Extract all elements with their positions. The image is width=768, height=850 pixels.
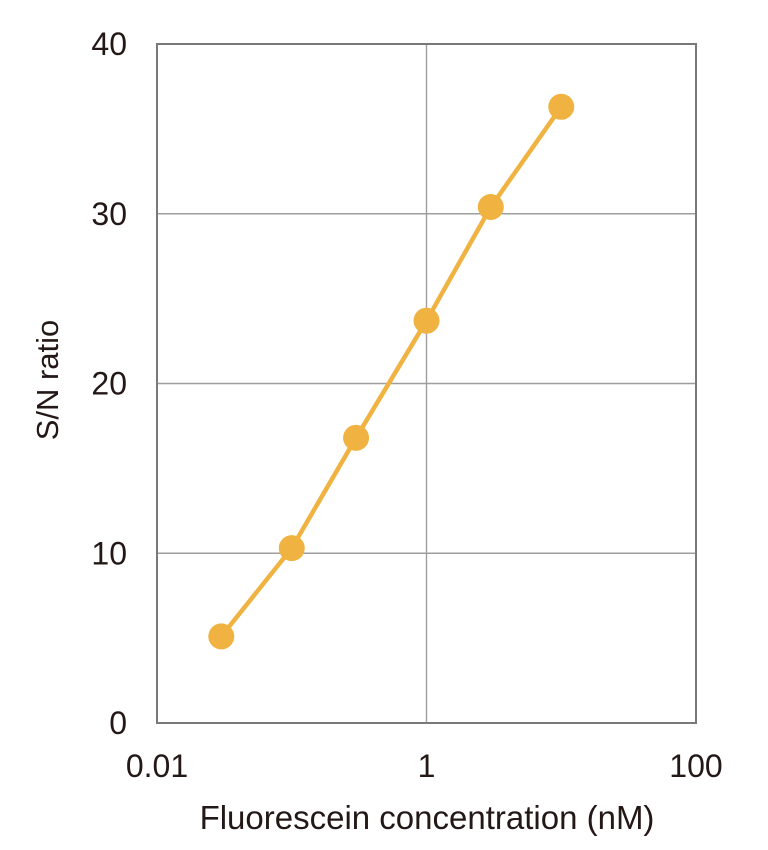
x-axis-title: Fluorescein concentration (nM) (199, 799, 655, 836)
y-tick-label: 20 (91, 366, 127, 402)
data-point (343, 424, 370, 451)
data-point (477, 193, 504, 220)
plot-frame (156, 43, 697, 724)
y-tick-label: 10 (91, 535, 127, 571)
x-tick-label: 100 (669, 748, 722, 784)
data-point (548, 93, 575, 120)
data-point (413, 307, 440, 334)
data-point (208, 623, 235, 650)
x-tick-label: 0.01 (126, 748, 188, 784)
y-axis-title: S/N ratio (30, 319, 65, 441)
x-tick-label: 1 (418, 748, 436, 784)
y-tick-label: 40 (91, 26, 127, 62)
y-tick-label: 30 (91, 196, 127, 232)
data-line (219, 104, 564, 639)
y-tick-label: 0 (109, 705, 127, 741)
data-point (278, 535, 305, 562)
